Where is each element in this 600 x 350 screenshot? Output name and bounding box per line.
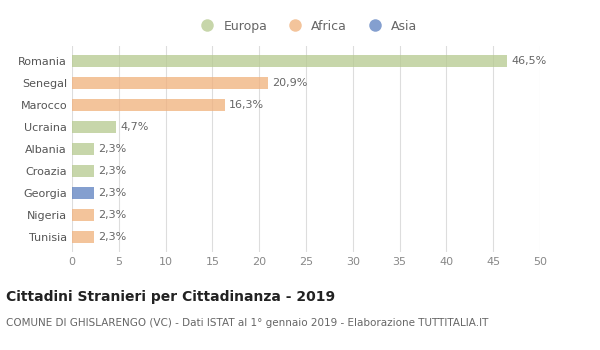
Bar xyxy=(72,55,507,67)
Legend: Europa, Africa, Asia: Europa, Africa, Asia xyxy=(190,15,422,37)
Bar xyxy=(72,231,94,243)
Text: 16,3%: 16,3% xyxy=(229,100,265,110)
Bar xyxy=(72,121,116,133)
Text: COMUNE DI GHISLARENGO (VC) - Dati ISTAT al 1° gennaio 2019 - Elaborazione TUTTIT: COMUNE DI GHISLARENGO (VC) - Dati ISTAT … xyxy=(6,318,488,329)
Text: 2,3%: 2,3% xyxy=(98,232,127,242)
Bar xyxy=(72,77,268,89)
Bar xyxy=(72,99,224,111)
Text: Cittadini Stranieri per Cittadinanza - 2019: Cittadini Stranieri per Cittadinanza - 2… xyxy=(6,290,335,304)
Bar xyxy=(72,164,94,177)
Text: 46,5%: 46,5% xyxy=(512,56,547,66)
Bar xyxy=(72,187,94,199)
Bar xyxy=(72,143,94,155)
Text: 4,7%: 4,7% xyxy=(121,122,149,132)
Bar xyxy=(72,209,94,220)
Text: 2,3%: 2,3% xyxy=(98,188,127,198)
Text: 2,3%: 2,3% xyxy=(98,210,127,219)
Text: 2,3%: 2,3% xyxy=(98,166,127,176)
Text: 2,3%: 2,3% xyxy=(98,144,127,154)
Text: 20,9%: 20,9% xyxy=(272,78,308,88)
